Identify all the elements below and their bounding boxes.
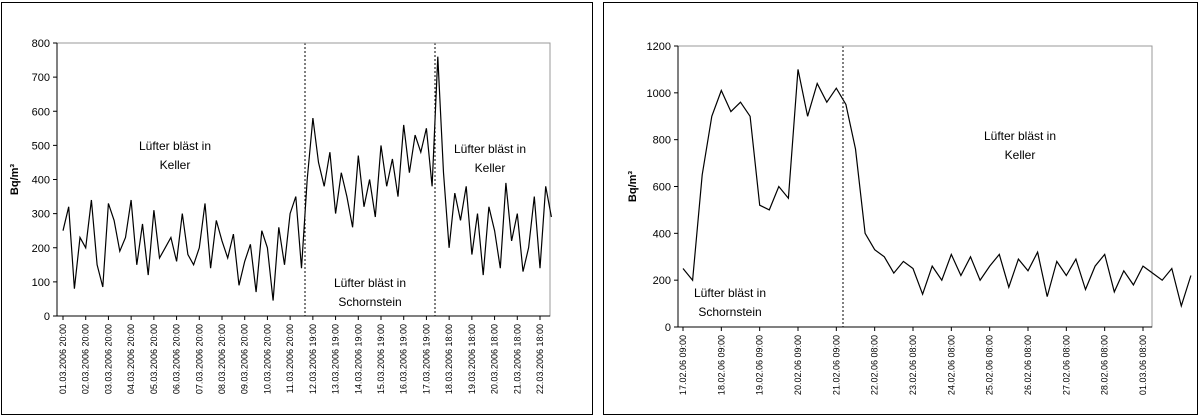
data-line — [682, 69, 1192, 309]
annotation: Lüfter bläst in — [454, 142, 526, 156]
y-tick-label: 0 — [665, 322, 671, 334]
x-tick-label: 10.03.2006 20:00 — [262, 324, 272, 394]
x-tick-label: 22.03.2006 18:00 — [535, 324, 545, 394]
x-tick-label: 24.02.06 08:00 — [946, 335, 956, 395]
panel-frame — [1, 2, 593, 415]
x-tick-label: 18.02.06 09:00 — [716, 335, 726, 395]
x-tick-label: 01.03.06 08:00 — [1138, 335, 1148, 395]
x-tick-label: 06.03.2006 20:00 — [172, 324, 182, 394]
x-tick-label: 21.03.2006 18:00 — [512, 324, 522, 394]
annotation: Lüfter bläst in — [334, 276, 406, 290]
y-tick-label: 1200 — [647, 41, 671, 53]
y-tick-label: 100 — [32, 277, 50, 289]
y-tick-label: 400 — [32, 175, 50, 187]
x-tick-label: 09.03.2006 20:00 — [240, 324, 250, 394]
data-line — [62, 56, 552, 301]
x-tick-label: 11.03.2006 20:00 — [285, 324, 295, 393]
x-tick-label: 18.03.2006 18:00 — [444, 324, 454, 394]
y-tick-label: 300 — [32, 209, 50, 221]
x-tick-label: 17.03.2006 19:00 — [421, 324, 431, 394]
y-tick-label: 1000 — [647, 88, 671, 100]
y-tick-label: 800 — [32, 38, 50, 50]
x-tick-label: 20.03.2006 18:00 — [490, 324, 500, 394]
annotation: Keller — [160, 158, 191, 172]
x-tick-label: 25.02.06 08:00 — [985, 335, 995, 395]
y-axis-label: Bq/m³ — [627, 171, 639, 203]
x-tick-label: 01.03.2006 20:00 — [58, 324, 68, 394]
x-tick-label: 15.03.2006 19:00 — [376, 324, 386, 394]
x-tick-label: 16.03.2006 19:00 — [399, 324, 409, 394]
y-tick-label: 600 — [32, 106, 50, 118]
annotation: Lüfter bläst in — [694, 286, 766, 300]
plot-area — [56, 42, 551, 317]
x-tick-label: 28.02.06 08:00 — [1100, 335, 1110, 395]
y-tick-label: 500 — [32, 140, 50, 152]
annotation: Schornstein — [698, 305, 761, 319]
plot-area — [677, 45, 1153, 328]
x-tick-label: 19.03.2006 18:00 — [467, 324, 477, 394]
x-tick-label: 05.03.2006 20:00 — [149, 324, 159, 394]
annotation: Schornstein — [338, 295, 401, 309]
x-tick-label: 17.02.06 09:00 — [678, 335, 688, 395]
x-tick-label: 23.02.06 08:00 — [908, 335, 918, 395]
x-tick-label: 21.02.06 09:00 — [831, 335, 841, 395]
panel-frame — [603, 2, 1198, 415]
annotation: Lüfter bläst in — [139, 139, 211, 153]
annotation: Keller — [1005, 148, 1036, 162]
x-tick-label: 02.03.2006 20:00 — [81, 324, 91, 394]
x-tick-label: 07.03.2006 20:00 — [194, 324, 204, 394]
y-tick-label: 700 — [32, 72, 50, 84]
annotation: Lüfter bläst in — [984, 129, 1056, 143]
y-tick-label: 400 — [653, 228, 671, 240]
y-tick-label: 800 — [653, 135, 671, 147]
x-tick-label: 08.03.2006 20:00 — [217, 324, 227, 394]
x-tick-label: 04.03.2006 20:00 — [126, 324, 136, 394]
x-tick-label: 13.03.2006 19:00 — [331, 324, 341, 394]
x-tick-label: 12.03.2006 19:00 — [308, 324, 318, 394]
x-tick-label: 26.02.06 08:00 — [1023, 335, 1033, 395]
x-tick-label: 19.02.06 09:00 — [755, 335, 765, 395]
x-tick-label: 03.03.2006 20:00 — [103, 324, 113, 394]
x-tick-label: 14.03.2006 19:00 — [353, 324, 363, 394]
annotation: Keller — [475, 161, 506, 175]
x-tick-label: 22.02.06 08:00 — [870, 335, 880, 395]
x-tick-label: 20.02.06 09:00 — [793, 335, 803, 395]
x-tick-label: 27.02.06 08:00 — [1061, 335, 1071, 395]
y-tick-label: 200 — [32, 243, 50, 255]
y-tick-label: 600 — [653, 182, 671, 194]
y-tick-label: 200 — [653, 275, 671, 287]
y-axis-label: Bq/m³ — [9, 164, 21, 196]
y-tick-label: 0 — [44, 311, 50, 323]
